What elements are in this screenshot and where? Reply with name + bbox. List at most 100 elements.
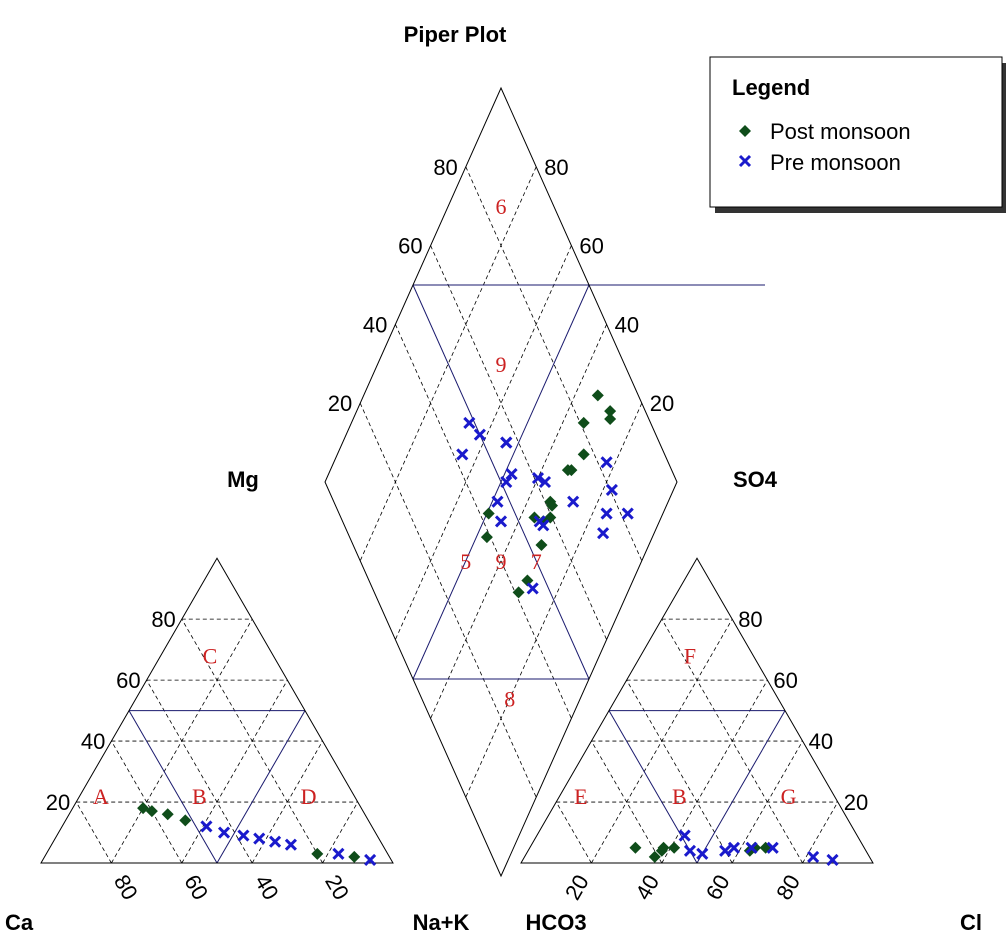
- post-monsoon-diamond-point: [577, 416, 590, 429]
- pre-monsoon-diamond-point: [567, 495, 580, 508]
- anion-triangle-frame: [520, 557, 874, 864]
- grid-line: [802, 801, 839, 864]
- cross-stroke: [217, 826, 231, 839]
- pre-monsoon-diamond-point: [456, 448, 469, 461]
- post-monsoon-cation-point: [348, 850, 361, 863]
- anion-zone-label: E: [574, 784, 587, 809]
- zone-lines: [128, 284, 786, 864]
- cross-stroke: [600, 507, 613, 520]
- legend-entry-post-monsoon: Post monsoon: [770, 119, 911, 144]
- diamond-zone-line: [412, 284, 590, 680]
- legend-title: Legend: [732, 75, 810, 100]
- diamond-zone-label: 8: [504, 687, 515, 712]
- cross-stroke: [284, 838, 297, 851]
- pre-monsoon-diamond-point: [463, 416, 476, 429]
- pre-monsoon-cation-point: [332, 847, 345, 860]
- cross-stroke: [533, 515, 546, 528]
- diamond-zone-label: 7: [531, 549, 542, 574]
- cross-stroke: [766, 841, 779, 854]
- pre-monsoon-cation-point: [269, 835, 282, 848]
- cross-stroke: [719, 844, 732, 857]
- pre-monsoon-anion-point: [807, 850, 820, 863]
- tick-label: 20: [844, 790, 868, 815]
- cross-stroke: [621, 507, 634, 520]
- tick-label: 80: [109, 870, 143, 904]
- post-monsoon-diamond-point: [604, 412, 617, 425]
- post-monsoon-anion-point: [749, 841, 762, 854]
- tick-label: 40: [809, 729, 833, 754]
- cross-stroke: [597, 527, 610, 540]
- pre-monsoon-anion-point: [678, 829, 691, 842]
- cross-stroke: [500, 436, 513, 449]
- apex-label-cl: Cl: [960, 910, 982, 935]
- pre-monsoon-anion-point: [766, 841, 779, 854]
- pre-monsoon-anion-point: [727, 841, 741, 854]
- tick-label: 20: [328, 391, 352, 416]
- apex-label-nak: Na+K: [413, 910, 470, 935]
- tick-label: 60: [773, 668, 797, 693]
- tick-label: 20: [560, 870, 594, 904]
- grid-line: [626, 679, 733, 864]
- cation-zone-label: C: [203, 644, 218, 669]
- zone-line: [696, 710, 786, 864]
- pre-monsoon-diamond-point: [533, 515, 546, 528]
- tick-label: 20: [320, 870, 354, 904]
- pre-monsoon-diamond-point: [538, 475, 552, 489]
- diamond-grid-line: [359, 403, 537, 798]
- legend-marker-diamond: [739, 125, 751, 137]
- cation-triangle-frame: [40, 557, 394, 864]
- tick-label: 80: [544, 155, 568, 180]
- post-monsoon-cation-point: [161, 808, 174, 821]
- post-monsoon-diamond-point: [480, 531, 493, 544]
- pre-monsoon-diamond-point: [500, 436, 513, 449]
- grid-line: [591, 740, 663, 864]
- tick-label: 60: [116, 668, 140, 693]
- tick-label: 80: [771, 870, 805, 904]
- grid-line: [661, 679, 768, 864]
- diamond-zone-label: 5: [460, 549, 471, 574]
- post-monsoon-diamond-point: [604, 405, 617, 418]
- pre-monsoon-anion-point: [696, 847, 709, 860]
- cross-stroke: [269, 835, 282, 848]
- zone-labels: A B C D E B F G 5 6 7 8 9 9: [93, 194, 797, 809]
- tick-label: 80: [738, 607, 762, 632]
- pre-monsoon-diamond-point: [605, 483, 618, 496]
- cation-zone-label: A: [93, 784, 109, 809]
- legend-box: [709, 56, 1003, 208]
- grid-line: [111, 740, 183, 864]
- post-monsoon-diamond-point: [521, 574, 534, 587]
- diamond-grid-line: [465, 403, 643, 798]
- diamond-zone-label: 9: [496, 549, 507, 574]
- diamond-frame: [324, 86, 678, 878]
- diamond-grid-line: [395, 324, 572, 719]
- post-monsoon-cation-point: [311, 847, 324, 860]
- chart-title: Piper Plot: [404, 22, 507, 47]
- pre-monsoon-cation-point: [237, 829, 250, 842]
- post-monsoon-diamond-point: [561, 464, 574, 477]
- tick-label: 60: [398, 234, 422, 259]
- cross-stroke: [200, 820, 213, 833]
- tick-labels: 20 20 20 20 20 20 40 40 40 40 40 40 60 60 60 60 60 60 80 80…: [46, 155, 869, 904]
- tick-label: 40: [630, 870, 664, 904]
- diamond-zone-label: 9: [496, 352, 507, 377]
- cross-stroke: [807, 850, 820, 863]
- grid-lines: [75, 166, 839, 864]
- post-monsoon-anion-point: [668, 841, 681, 854]
- grid-line: [322, 801, 359, 864]
- pre-monsoon-diamond-point: [491, 495, 504, 508]
- pre-monsoon-diamond-point: [621, 507, 634, 520]
- tick-label: 20: [650, 391, 674, 416]
- diamond-grid-line: [430, 324, 607, 719]
- diamond-grid-line: [359, 166, 537, 561]
- tick-label: 20: [46, 790, 70, 815]
- post-monsoon-diamond-point: [535, 539, 548, 552]
- pre-monsoon-diamond-point: [600, 507, 613, 520]
- cross-stroke: [364, 853, 377, 867]
- cross-stroke: [600, 456, 613, 469]
- pre-monsoon-cation-point: [253, 832, 266, 845]
- tick-label: 80: [151, 607, 175, 632]
- cross-stroke: [473, 428, 486, 441]
- anion-zone-label: F: [684, 644, 696, 669]
- post-monsoon-cation-point: [179, 814, 192, 827]
